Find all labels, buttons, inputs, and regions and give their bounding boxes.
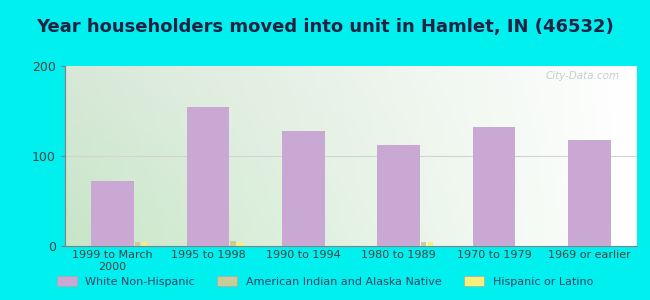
Bar (428, 242, 434, 246)
Bar (282, 131, 325, 246)
Bar (568, 140, 611, 246)
Text: City-Data.com: City-Data.com (546, 71, 620, 81)
Bar (473, 127, 515, 246)
Bar (421, 242, 426, 246)
Bar (230, 241, 236, 246)
Bar (135, 242, 140, 246)
Legend: White Non-Hispanic, American Indian and Alaska Native, Hispanic or Latino: White Non-Hispanic, American Indian and … (52, 272, 598, 291)
Bar (142, 242, 148, 246)
Bar (377, 145, 420, 246)
Bar (187, 106, 229, 246)
Text: Year householders moved into unit in Hamlet, IN (46532): Year householders moved into unit in Ham… (36, 18, 614, 36)
Bar (91, 181, 134, 246)
Bar (237, 242, 242, 246)
